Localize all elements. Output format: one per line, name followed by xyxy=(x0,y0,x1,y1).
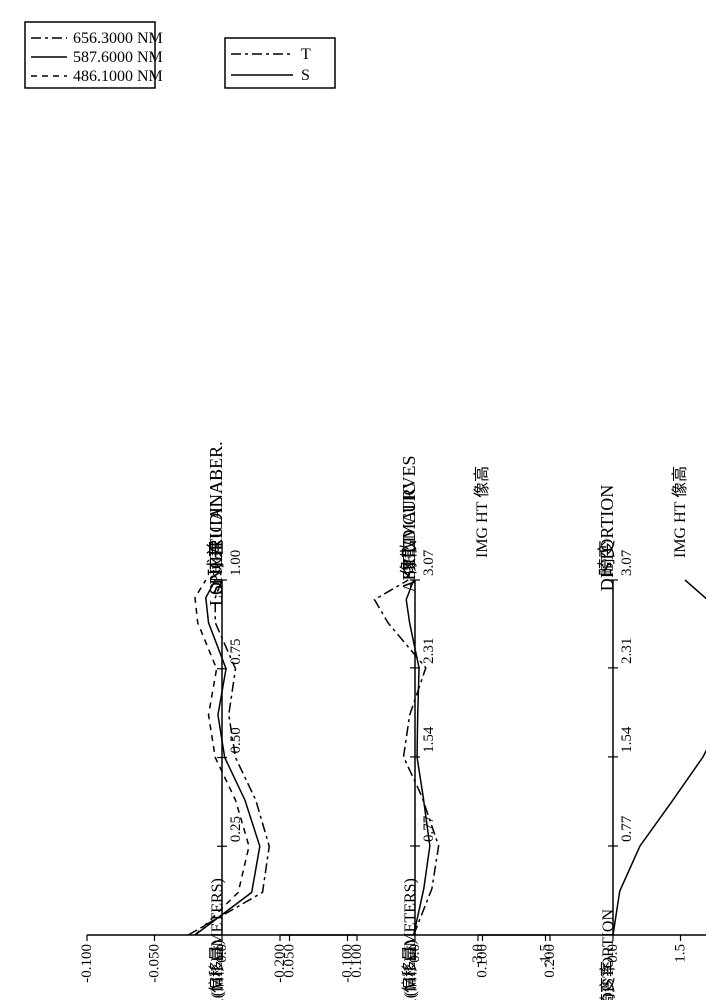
svg-text:-0.100: -0.100 xyxy=(340,944,356,983)
svg-text:T: T xyxy=(301,46,311,63)
svg-text:DISTORTION: DISTORTION xyxy=(597,485,617,592)
svg-text:2.31: 2.31 xyxy=(619,638,635,664)
svg-text:1.00: 1.00 xyxy=(228,550,244,576)
svg-text:-3.0: -3.0 xyxy=(470,944,486,968)
svg-text:焦点(偏移量): 焦点(偏移量) xyxy=(401,940,419,1000)
svg-text:畸变率: 畸变率 xyxy=(599,961,617,1000)
svg-text:SPHERICAL ABER.: SPHERICAL ABER. xyxy=(206,441,226,594)
svg-text:2.31: 2.31 xyxy=(421,638,437,664)
svg-text:IMG HT 像高: IMG HT 像高 xyxy=(671,466,689,558)
svg-text:486.1000 NM: 486.1000 NM xyxy=(73,68,163,85)
svg-text:3.07: 3.07 xyxy=(619,549,635,576)
svg-text:0.50: 0.50 xyxy=(228,727,244,753)
svg-text:0.77: 0.77 xyxy=(619,815,635,842)
svg-text:S: S xyxy=(301,67,310,84)
svg-text:-0.050: -0.050 xyxy=(147,944,163,983)
svg-text:0.75: 0.75 xyxy=(228,639,244,665)
svg-text:FIELD CURVES: FIELD CURVES xyxy=(399,455,419,580)
svg-text:-0.100: -0.100 xyxy=(79,944,95,983)
figure-canvas: 656.3000 NM 587.6000 NM 486.1000 NM TS -0.10… xyxy=(0,0,706,1000)
svg-text:587.6000 NM: 587.6000 NM xyxy=(73,49,163,66)
svg-text:1.54: 1.54 xyxy=(619,726,635,753)
svg-text:656.3000 NM: 656.3000 NM xyxy=(73,30,163,47)
svg-text:焦点(偏移量): 焦点(偏移量) xyxy=(208,940,226,1000)
svg-text:IMG HT 像高: IMG HT 像高 xyxy=(473,466,491,558)
svg-text:-1.5: -1.5 xyxy=(538,944,554,968)
svg-text:1.54: 1.54 xyxy=(421,726,437,753)
svg-text:3.07: 3.07 xyxy=(421,549,437,576)
svg-text:1.5: 1.5 xyxy=(673,944,689,963)
svg-text:-0.200: -0.200 xyxy=(272,944,288,983)
